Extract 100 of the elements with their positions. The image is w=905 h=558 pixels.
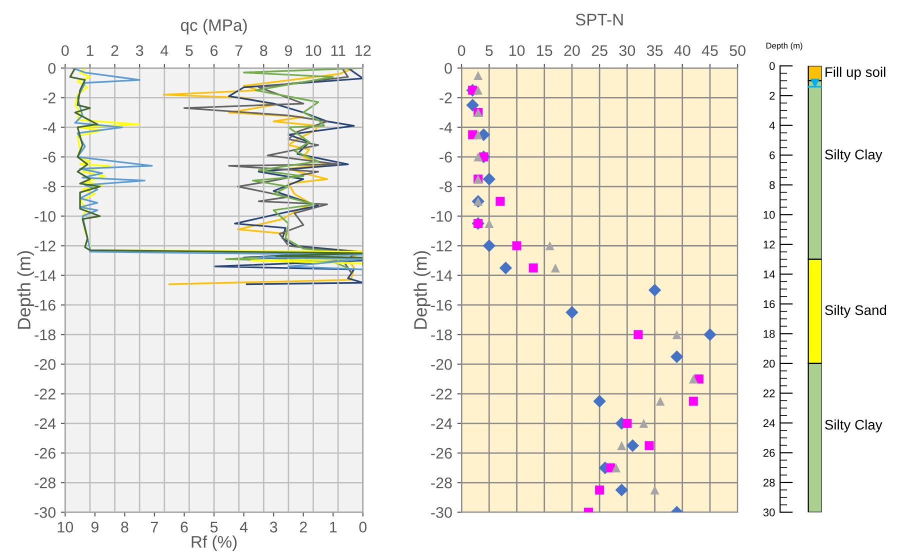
- x-tick-label: 0: [458, 45, 466, 56]
- y-tick-label: -2: [43, 92, 56, 104]
- point: [650, 486, 660, 495]
- y-tick-label: -24: [431, 418, 452, 429]
- y-tick-label: 4: [769, 122, 775, 130]
- y-tick-label: -6: [440, 152, 452, 163]
- x-tick-label: 40: [674, 45, 690, 56]
- point: [612, 463, 621, 472]
- x2-tick-label: 12: [356, 45, 371, 56]
- y-axis-title: Depth (m): [766, 42, 802, 50]
- x-tick-label: 9: [91, 522, 98, 532]
- x-tick-label: 3: [270, 522, 278, 532]
- point: [566, 306, 578, 319]
- point: [626, 439, 640, 452]
- y-tick-label: 20: [763, 360, 775, 368]
- point: [639, 418, 648, 428]
- point: [496, 196, 505, 206]
- line-series: [183, 68, 355, 274]
- point: [704, 328, 716, 341]
- x-tick-label: 4: [240, 522, 248, 532]
- point: [528, 263, 538, 272]
- y-tick-label: -8: [43, 181, 56, 192]
- y-tick-label: -20: [34, 359, 56, 370]
- y-tick-label: -14: [431, 270, 452, 281]
- point: [595, 486, 604, 495]
- point: [466, 98, 479, 112]
- y-tick-label: -24: [34, 418, 56, 429]
- point: [688, 374, 698, 384]
- y-tick-label: 0: [444, 62, 452, 74]
- point: [622, 418, 632, 428]
- x-tick-label: 30: [619, 45, 636, 56]
- y-tick-label: -20: [431, 359, 452, 370]
- point: [615, 484, 628, 496]
- y-axis-title: Depth (m): [414, 251, 430, 329]
- y-tick-label: 6: [770, 151, 775, 160]
- x-axis-title: Rf (%): [192, 536, 237, 552]
- y-tick-label: 2: [770, 92, 775, 100]
- line-series: [162, 68, 363, 286]
- y-tick-label: 30: [763, 508, 775, 516]
- x-tick-label: 10: [58, 522, 74, 532]
- series-label: Fill up soil: [826, 66, 886, 80]
- point: [550, 263, 560, 272]
- y-tick-label: -6: [43, 152, 56, 163]
- y-tick-label: -26: [34, 448, 56, 459]
- x-tick-label: 35: [646, 45, 663, 56]
- point: [482, 239, 496, 252]
- point: [634, 330, 643, 340]
- y-tick-label: 10: [764, 210, 775, 219]
- point: [482, 172, 496, 186]
- series-label: Silty Sand: [825, 304, 886, 318]
- y-tick-label: 26: [763, 448, 775, 457]
- x-tick-label: 15: [537, 45, 552, 56]
- y-tick-label: -22: [431, 388, 452, 400]
- y-tick-label: -16: [34, 300, 56, 311]
- point: [474, 130, 483, 140]
- y-tick-label: -2: [440, 92, 452, 104]
- y-tick-label: 28: [763, 478, 775, 487]
- x-axis-title: SPT-N: [576, 14, 623, 26]
- y-axis-title: Depth (m): [17, 251, 34, 329]
- y-tick-label: -30: [431, 507, 452, 518]
- y-tick-label: -16: [431, 300, 452, 311]
- y-tick-label: -14: [34, 270, 56, 281]
- y-tick-label: -30: [34, 507, 56, 518]
- y-tick-label: 0: [48, 62, 56, 74]
- y-tick-label: -18: [34, 329, 56, 340]
- y-tick-label: -10: [34, 211, 56, 222]
- x-tick-label: 1: [330, 522, 337, 532]
- x-tick-label: 45: [702, 45, 718, 56]
- x2-tick-label: 11: [331, 45, 346, 56]
- y-tick-label: -22: [34, 388, 56, 400]
- x-tick-label: 5: [486, 45, 493, 56]
- x-tick-label: 2: [300, 522, 307, 532]
- point: [484, 219, 494, 228]
- point: [512, 241, 522, 250]
- x-tick-label: 5: [210, 522, 218, 532]
- x-tick-label: 10: [509, 45, 525, 56]
- point: [617, 441, 626, 450]
- y-tick-label: -4: [440, 122, 452, 133]
- point: [672, 330, 682, 340]
- y-tick-label: -8: [440, 181, 452, 192]
- point: [656, 396, 665, 406]
- y-tick-label: -10: [431, 211, 452, 222]
- point: [593, 394, 606, 408]
- point: [474, 70, 483, 80]
- x-tick-label: 50: [730, 45, 746, 56]
- y-tick-label: -28: [431, 478, 452, 488]
- x2-axis-title: qc (MPa): [180, 18, 247, 34]
- y-tick-label: -12: [34, 240, 56, 252]
- point: [688, 396, 698, 406]
- y-tick-label: 12: [764, 240, 775, 248]
- y-tick-label: -28: [34, 478, 56, 488]
- y-tick-label: 16: [764, 300, 775, 308]
- point: [474, 152, 483, 162]
- point: [474, 86, 483, 95]
- x-tick-label: 8: [121, 522, 128, 532]
- y-tick-label: -4: [43, 122, 56, 133]
- x-tick-label: 7: [151, 522, 158, 532]
- point: [499, 262, 512, 274]
- y-tick-label: 14: [764, 270, 775, 278]
- y-tick-label: -18: [431, 329, 452, 340]
